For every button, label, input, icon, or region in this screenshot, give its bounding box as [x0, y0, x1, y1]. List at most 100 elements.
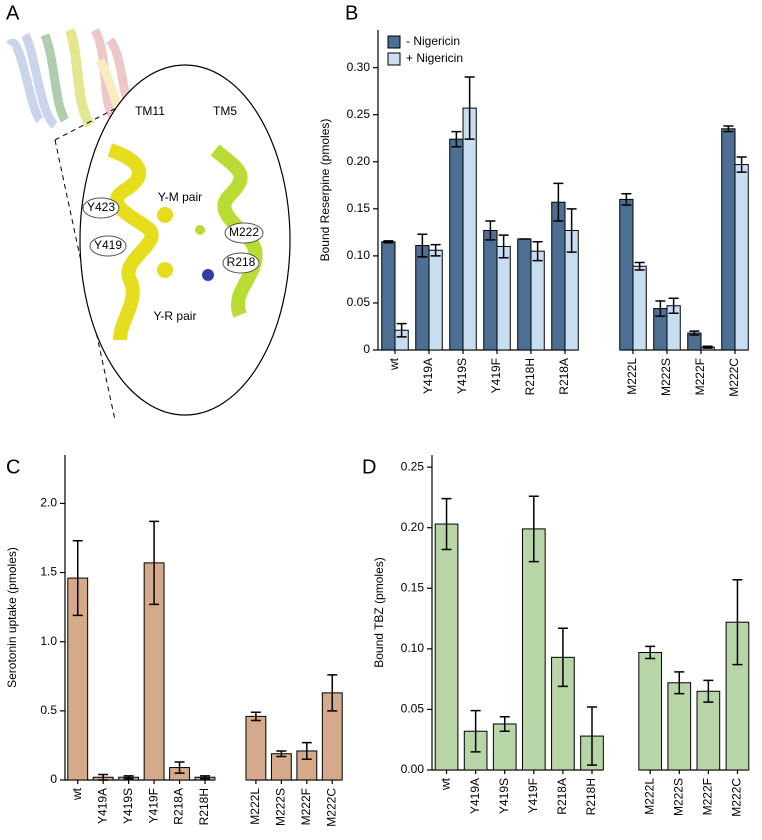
- x-tick-label: wt: [70, 787, 84, 801]
- x-tick-label: Y419A: [95, 788, 109, 824]
- error-bar: [553, 182, 564, 222]
- x-tick-label: R218A: [172, 788, 186, 825]
- y-axis-label: Bound Reserpine (pmoles): [318, 119, 332, 262]
- residue: [202, 269, 214, 281]
- panel-letter: D: [362, 456, 376, 478]
- error-bar: [634, 261, 645, 271]
- label: TM11: [135, 104, 165, 118]
- error-bar: [702, 345, 713, 349]
- bar: [521, 528, 546, 771]
- residue: [157, 207, 173, 223]
- bar: [428, 249, 443, 351]
- error-bar: [566, 208, 577, 253]
- bar: [483, 229, 498, 351]
- error-bar: [499, 715, 510, 732]
- residue: [195, 225, 205, 235]
- error-bar: [123, 775, 134, 780]
- bar: [619, 198, 634, 351]
- label-bubble: [82, 197, 120, 219]
- error-bar: [655, 300, 666, 317]
- error-bar: [689, 330, 700, 336]
- panel-letter: C: [6, 456, 20, 478]
- x-tick-label: R218H: [584, 778, 598, 815]
- x-tick-label: M222C: [727, 358, 741, 397]
- error-bar: [498, 234, 509, 259]
- bar: [530, 250, 545, 351]
- y-tick-label: 0: [363, 342, 370, 356]
- error-bar: [703, 679, 714, 703]
- label: M222: [229, 225, 259, 239]
- bar: [551, 201, 566, 351]
- bar: [517, 238, 532, 351]
- y-tick-label: 1.5: [40, 565, 57, 579]
- error-bar: [327, 674, 338, 712]
- helix: [6, 32, 59, 129]
- residue: [157, 262, 173, 278]
- error-bar: [301, 741, 312, 761]
- bar: [638, 651, 663, 771]
- zoom-ellipse: [79, 64, 291, 416]
- panel-letter: A: [6, 2, 20, 24]
- x-tick-label: R218A: [557, 358, 571, 395]
- error-bar: [736, 156, 747, 173]
- x-tick-label: M222F: [693, 358, 707, 395]
- error-bar: [250, 711, 261, 722]
- x-tick-label: M222F: [299, 788, 313, 825]
- error-bar: [674, 671, 685, 695]
- panel-letter: B: [345, 2, 358, 24]
- error-bar: [149, 520, 160, 606]
- error-bar: [200, 775, 210, 780]
- x-tick-label: Y419F: [489, 358, 503, 393]
- y-tick-label: 0.00: [401, 762, 425, 776]
- y-tick-label: 2.0: [40, 496, 57, 510]
- x-tick-label: M222S: [274, 788, 288, 826]
- error-bar: [528, 495, 539, 563]
- bar: [449, 138, 464, 351]
- error-bar: [396, 322, 407, 338]
- bar: [381, 241, 396, 351]
- error-bar: [532, 241, 543, 262]
- error-bar: [668, 297, 679, 315]
- structure-panel: A TM11 TM5 Y423 Y-M pair M222 Y419 R218 …: [6, 2, 291, 421]
- x-tick-label: M222L: [642, 778, 656, 815]
- label: Y419: [94, 238, 122, 252]
- bar: [721, 128, 736, 351]
- y-tick-label: 0.25: [347, 107, 371, 121]
- y-tick-label: 0.05: [347, 295, 371, 309]
- bar: [667, 682, 692, 771]
- label: Y-M pair: [158, 190, 202, 204]
- x-tick-label: R218H: [523, 358, 537, 395]
- bar: [434, 523, 459, 771]
- y-tick-label: 0.30: [347, 60, 371, 74]
- x-tick-label: M222C: [730, 778, 744, 817]
- x-tick-label: R218H: [197, 788, 211, 825]
- error-bar: [557, 627, 568, 688]
- error-bar: [72, 539, 83, 617]
- helix-tm11: [107, 143, 159, 341]
- error-bar: [383, 240, 394, 244]
- error-bar: [451, 130, 462, 148]
- bar: [696, 690, 721, 771]
- legend-swatch: [387, 52, 401, 66]
- label: TM5: [213, 104, 237, 118]
- y-tick-label: 0.10: [401, 641, 425, 655]
- protein-overview: [6, 27, 139, 129]
- error-bar: [98, 773, 109, 781]
- x-tick-label: M222L: [625, 358, 639, 395]
- error-bar: [417, 233, 428, 258]
- y-tick-label: 0.5: [40, 703, 57, 717]
- bar: [415, 245, 430, 351]
- error-bar: [621, 193, 632, 206]
- bar: [734, 164, 749, 351]
- x-tick-label: Y419F: [146, 788, 160, 823]
- x-tick-label: M222L: [248, 788, 262, 825]
- y-tick-label: 0.15: [401, 580, 425, 594]
- bar: [496, 245, 511, 351]
- error-bar: [430, 243, 441, 257]
- error-bar: [276, 750, 287, 758]
- zoom-line: [54, 139, 116, 421]
- y-tick-label: 0.20: [347, 154, 371, 168]
- x-tick-label: Y419A: [468, 778, 482, 814]
- legend-swatch: [387, 35, 401, 49]
